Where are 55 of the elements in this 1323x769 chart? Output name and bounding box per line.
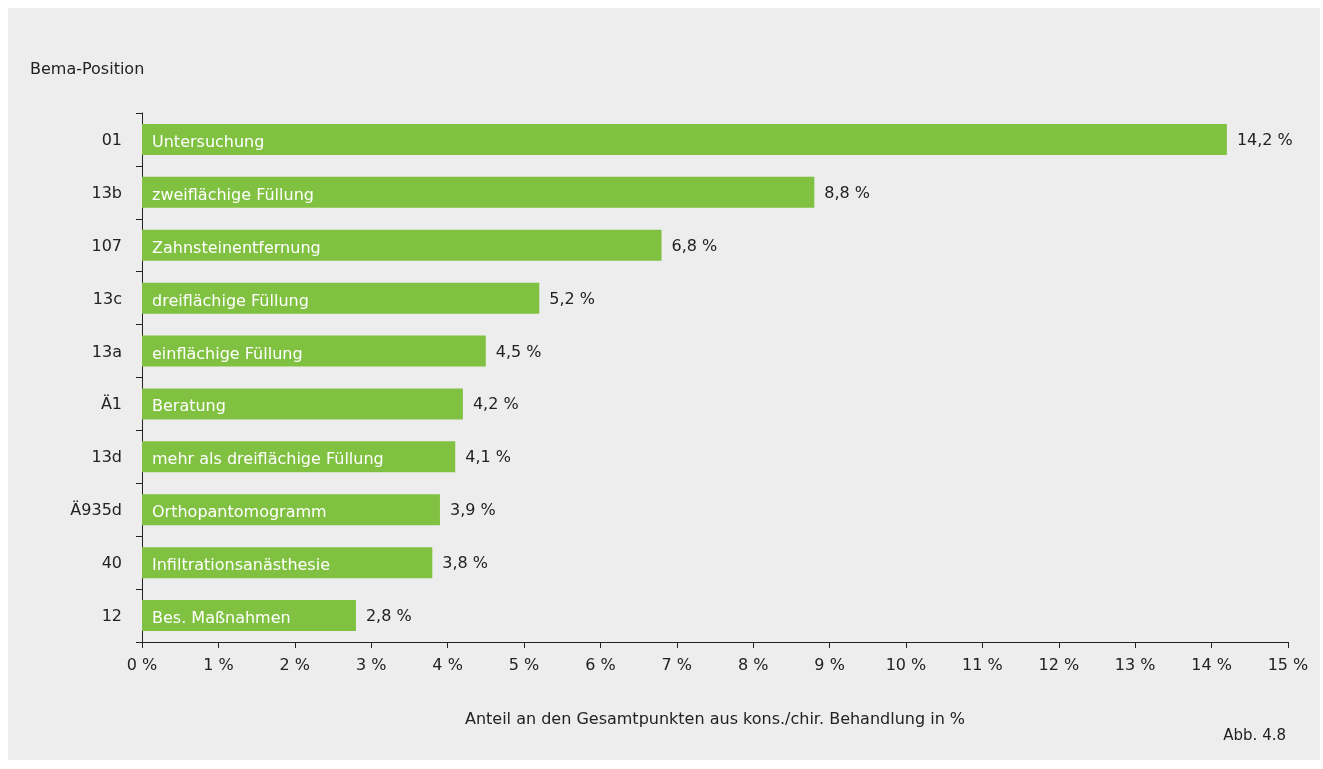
data-label: 8,8 % — [824, 182, 871, 202]
annotation: zweiflächige Füllung — [152, 184, 314, 204]
y-tick-label: 107 — [91, 235, 122, 255]
data-label: 3,9 % — [449, 500, 496, 520]
y-tick-label: Ä935d — [70, 500, 122, 520]
x-axis-title: Anteil an den Gesamtpunkten aus kons./chir. Behandlung in % — [464, 708, 966, 728]
data-label: 6,8 % — [671, 235, 718, 255]
data-label: 14,2 % — [1236, 129, 1293, 149]
annotation: Bes. Maßnahmen — [152, 608, 291, 628]
annotation: Beratung — [152, 396, 226, 416]
y-tick-label: 13d — [91, 447, 122, 467]
y-tick-label: 13a — [91, 341, 122, 361]
x-tick-label: 8 % — [737, 654, 769, 674]
y-tick-label: 40 — [101, 553, 122, 573]
y-tick-label: 01 — [101, 129, 122, 149]
x-tick-label: 7 % — [661, 654, 693, 674]
y-axis-title: Bema-Position — [30, 58, 145, 78]
x-tick-label: 10 % — [885, 654, 927, 674]
data-label: 2,8 % — [365, 606, 412, 626]
annotation: einflächige Füllung — [152, 343, 303, 363]
x-tick-label: 2 % — [279, 654, 311, 674]
bar — [142, 229, 662, 261]
bar — [142, 388, 463, 420]
y-tick-label: Ä1 — [100, 394, 122, 414]
annotation: Untersuchung — [152, 131, 265, 151]
bar — [142, 282, 540, 314]
x-tick-label: 15 % — [1267, 654, 1309, 674]
bar — [142, 123, 1227, 155]
data-label: 5,2 % — [549, 288, 596, 308]
x-tick-label: 1 % — [203, 654, 234, 674]
y-tick-label: 12 — [101, 606, 122, 626]
y-tick-label: 13b — [91, 182, 122, 202]
x-tick-label: 11 % — [962, 654, 1003, 674]
bar — [142, 335, 486, 367]
annotation: Infiltrationsanästhesie — [152, 555, 330, 575]
annotation: dreiflächige Füllung — [152, 290, 309, 310]
data-label: 4,1 % — [465, 447, 511, 467]
data-label: 4,2 % — [472, 394, 519, 414]
caption: Abb. 4.8 — [1223, 725, 1287, 744]
bar — [142, 176, 815, 208]
data-label: 4,5 % — [495, 341, 542, 361]
x-tick-label: 4 % — [432, 654, 463, 674]
annotation: mehr als dreiflächige Füllung — [152, 449, 384, 469]
x-tick-label: 3 % — [355, 654, 387, 674]
x-tick-label: 14 % — [1191, 654, 1232, 674]
x-tick-label: 13 % — [1114, 654, 1156, 674]
x-tick-label: 9 % — [814, 654, 845, 674]
x-tick-label: 6 % — [585, 654, 616, 674]
annotation: Zahnsteinentfernung — [152, 237, 321, 257]
x-tick-label: 12 % — [1038, 654, 1080, 674]
annotation: Orthopantomogramm — [152, 502, 327, 522]
x-tick-label: 5 % — [508, 654, 540, 674]
x-tick-label: 0 % — [126, 654, 158, 674]
y-tick-label: 13c — [92, 288, 122, 308]
data-label: 3,8 % — [442, 553, 489, 573]
